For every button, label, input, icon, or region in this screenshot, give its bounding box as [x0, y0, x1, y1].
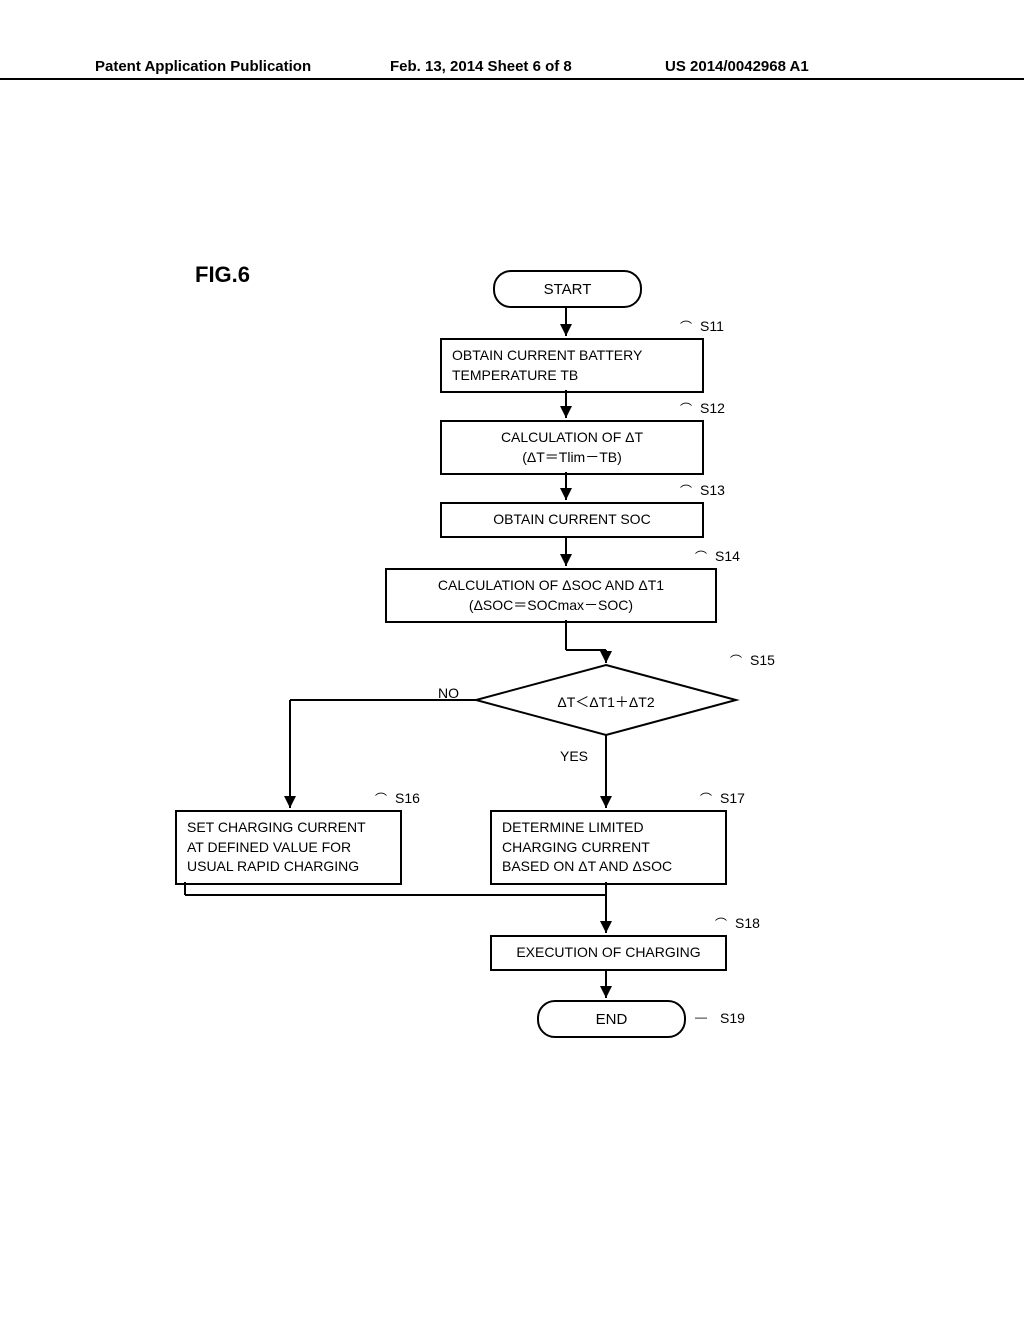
start-terminal: START	[493, 270, 642, 308]
diamond-svg	[0, 0, 1024, 1320]
figure-label: FIG.6	[195, 262, 250, 288]
s15-tick: ⌒	[730, 652, 742, 669]
step-s15-label: S15	[750, 652, 775, 668]
step-s18-box: EXECUTION OF CHARGING	[490, 935, 727, 971]
step-s14-box: CALCULATION OF ΔSOC AND ΔT1(ΔSOC＝SOCmax－…	[385, 568, 717, 623]
header-left: Patent Application Publication	[95, 58, 311, 75]
s11-tick: ⌒	[680, 318, 692, 335]
end-terminal: END	[537, 1000, 686, 1038]
step-s11-label: S11	[700, 318, 724, 334]
page: Patent Application Publication Feb. 13, …	[0, 0, 1024, 1320]
step-s15-text: ΔT＜ΔT1＋ΔT2	[540, 692, 672, 712]
step-s14-label: S14	[715, 548, 740, 564]
s14-tick: ⌒	[695, 548, 707, 565]
step-s16-label: S16	[395, 790, 420, 806]
step-s13-label: S13	[700, 482, 725, 498]
header-rule	[0, 78, 1024, 80]
header-center: Feb. 13, 2014 Sheet 6 of 8	[390, 58, 572, 75]
header-right: US 2014/0042968 A1	[665, 58, 809, 75]
s12-tick: ⌒	[680, 400, 692, 417]
step-s19-label: S19	[720, 1010, 745, 1026]
connectors	[0, 0, 1024, 1320]
step-s12-box: CALCULATION OF ΔT(ΔT＝Tlim－TB)	[440, 420, 704, 475]
step-s12-label: S12	[700, 400, 725, 416]
step-s13-box: OBTAIN CURRENT SOC	[440, 502, 704, 538]
step-s16-box: SET CHARGING CURRENTAT DEFINED VALUE FOR…	[175, 810, 402, 885]
s17-tick: ⌒	[700, 790, 712, 807]
step-s17-label: S17	[720, 790, 745, 806]
s18-tick: ⌒	[715, 915, 727, 932]
step-s11-box: OBTAIN CURRENT BATTERYTEMPERATURE TB	[440, 338, 704, 393]
s19-tick: —	[695, 1010, 707, 1024]
s13-tick: ⌒	[680, 482, 692, 499]
step-s18-label: S18	[735, 915, 760, 931]
s16-tick: ⌒	[375, 790, 387, 807]
step-s17-box: DETERMINE LIMITEDCHARGING CURRENTBASED O…	[490, 810, 727, 885]
decision-no: NO	[438, 685, 459, 701]
decision-yes: YES	[560, 748, 588, 764]
